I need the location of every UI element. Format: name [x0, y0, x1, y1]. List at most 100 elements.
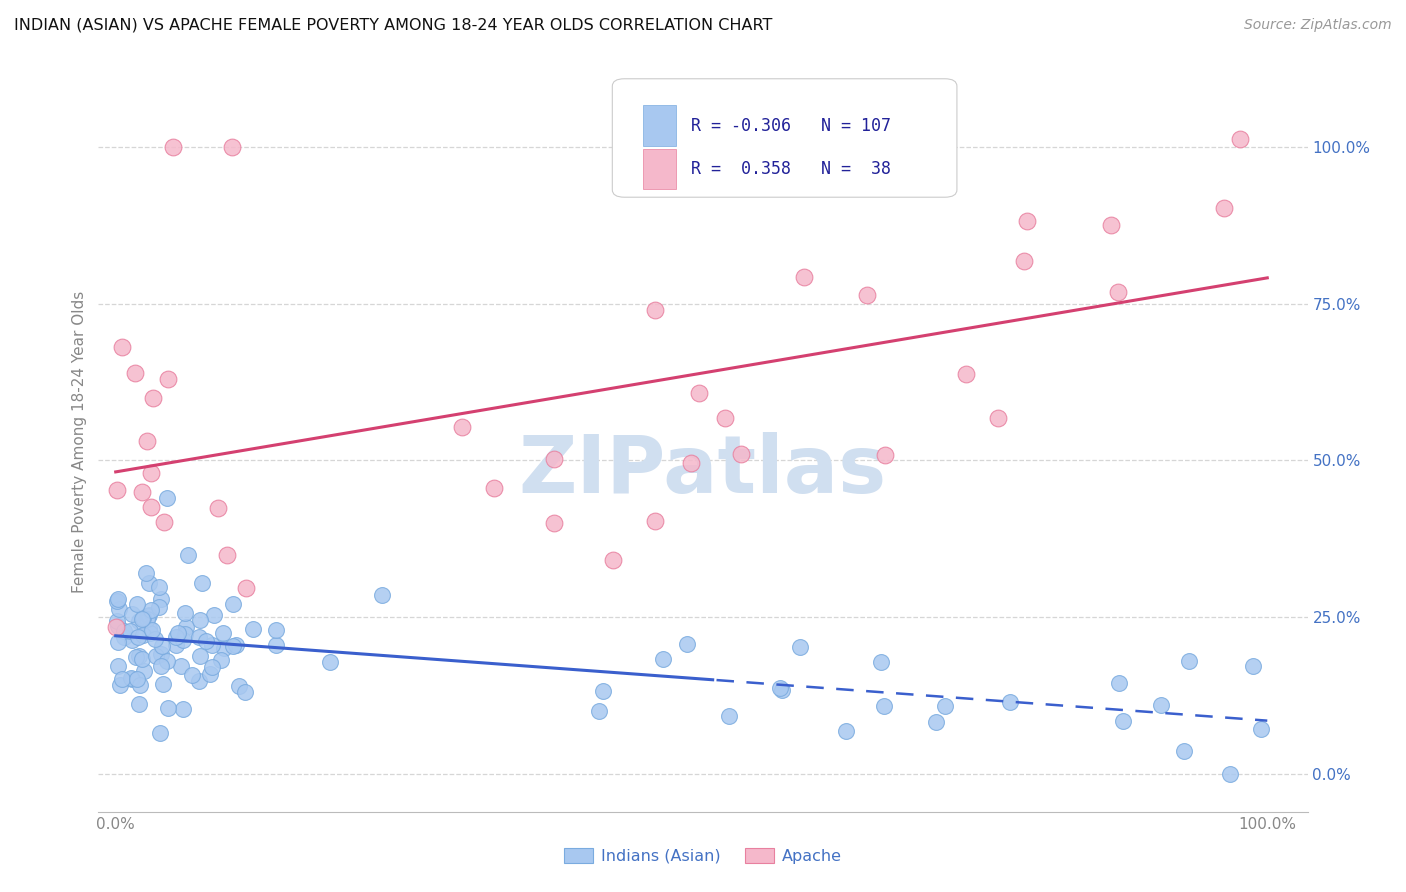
Point [718, 709, 741, 723]
Point [207, 501, 229, 516]
Text: R =  0.358   N =  38: R = 0.358 N = 38 [690, 160, 891, 178]
Point [107, 619, 129, 633]
Point [1241, 659, 1264, 673]
Point [124, 366, 146, 380]
Point [264, 623, 287, 637]
Point [105, 594, 128, 608]
Point [124, 650, 146, 665]
Point [141, 466, 163, 480]
Point [111, 340, 134, 354]
Point [150, 648, 173, 662]
Point [177, 548, 200, 562]
Point [165, 631, 187, 645]
Point [156, 372, 179, 386]
Point [188, 673, 211, 688]
Point [188, 649, 211, 664]
Point [188, 613, 211, 627]
Point [1099, 218, 1122, 232]
Point [138, 621, 160, 635]
Text: INDIAN (ASIAN) VS APACHE FEMALE POVERTY AMONG 18-24 YEAR OLDS CORRELATION CHART: INDIAN (ASIAN) VS APACHE FEMALE POVERTY … [14, 18, 772, 33]
Point [148, 599, 170, 614]
Point [150, 592, 173, 607]
Point [152, 676, 174, 690]
Point [588, 704, 610, 718]
Point [195, 633, 218, 648]
Point [174, 626, 197, 640]
Point [131, 652, 153, 666]
Point [925, 714, 948, 729]
Point [136, 609, 159, 624]
Point [264, 638, 287, 652]
Point [170, 658, 193, 673]
Point [131, 612, 153, 626]
Point [214, 640, 236, 655]
Point [150, 658, 173, 673]
Point [1173, 744, 1195, 758]
Point [202, 607, 225, 622]
Point [128, 697, 150, 711]
Point [105, 614, 128, 628]
Point [1012, 253, 1035, 268]
Point [134, 664, 156, 678]
Point [105, 620, 128, 634]
Point [955, 367, 977, 381]
Point [602, 553, 624, 567]
Point [793, 269, 815, 284]
Point [1112, 714, 1135, 728]
Point [128, 614, 150, 628]
Point [688, 386, 710, 401]
Point [125, 672, 148, 686]
Point [769, 681, 792, 695]
Point [987, 411, 1010, 425]
Point [870, 655, 893, 669]
Point [484, 481, 506, 495]
Point [136, 434, 159, 449]
Point [145, 649, 167, 664]
Point [138, 576, 160, 591]
FancyBboxPatch shape [613, 78, 957, 197]
Point [451, 419, 474, 434]
Point [201, 639, 224, 653]
Point [651, 652, 673, 666]
Point [156, 654, 179, 668]
Point [139, 500, 162, 514]
Point [132, 628, 155, 642]
Point [855, 288, 877, 302]
Point [1177, 654, 1199, 668]
Point [1250, 722, 1272, 736]
Point [174, 620, 197, 634]
Point [675, 637, 697, 651]
Point [180, 668, 202, 682]
Point [319, 655, 342, 669]
Point [679, 456, 702, 470]
Point [162, 139, 184, 153]
Point [1219, 767, 1241, 781]
Point [770, 682, 793, 697]
Point [198, 667, 221, 681]
Point [543, 516, 565, 530]
Point [139, 603, 162, 617]
Point [730, 447, 752, 461]
Point [235, 685, 257, 699]
Point [121, 672, 143, 686]
Point [131, 485, 153, 500]
Point [235, 581, 257, 595]
Point [108, 602, 131, 616]
Point [153, 515, 176, 529]
Point [141, 624, 163, 638]
FancyBboxPatch shape [643, 105, 676, 146]
Point [138, 607, 160, 622]
Point [167, 625, 190, 640]
Point [222, 597, 245, 611]
Legend: Indians (Asian), Apache: Indians (Asian), Apache [558, 841, 848, 871]
Point [934, 699, 956, 714]
Point [222, 639, 245, 653]
Point [188, 630, 211, 644]
Point [135, 566, 157, 580]
Point [107, 483, 129, 497]
Point [156, 701, 179, 715]
Point [228, 679, 250, 693]
Point [1000, 696, 1022, 710]
Point [191, 575, 214, 590]
Point [150, 639, 173, 653]
